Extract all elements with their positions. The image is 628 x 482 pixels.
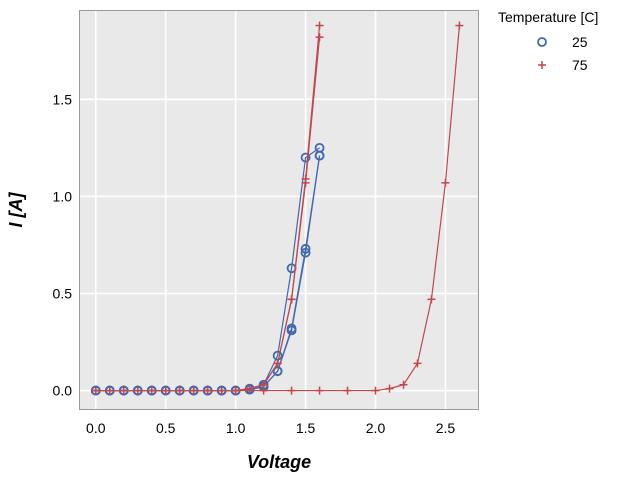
data-point: [300, 152, 311, 163]
data-point: [399, 380, 408, 389]
x-tick-label: 1.5: [296, 420, 316, 436]
y-tick-label: 1.5: [53, 91, 73, 107]
legend-title: Temperature [C]: [498, 9, 598, 25]
x-tick-label: 2.5: [436, 420, 456, 436]
x-axis-title: Voltage: [247, 452, 311, 472]
legend-label: 25: [572, 34, 588, 50]
tick-labels: 0.0 0.5 1.0 1.5 2.0 2.5 0.0 0.5 1.0 1.5: [53, 91, 456, 436]
plot-frame: [79, 10, 479, 410]
x-tick-label: 2.0: [366, 420, 386, 436]
data-point: [413, 359, 422, 368]
data-point: [441, 178, 450, 187]
grid-lines: [79, 10, 479, 410]
data-point: [286, 323, 297, 334]
y-axis-title: I [A]: [6, 192, 26, 228]
data-point: [385, 384, 394, 393]
data-point: [287, 295, 296, 304]
data-point: [314, 150, 325, 161]
series-75: [91, 21, 464, 395]
x-tick-label: 1.0: [226, 420, 246, 436]
data-point: [245, 384, 254, 393]
data-point: [91, 386, 100, 395]
data-point: [231, 386, 240, 395]
legend-entry-25: 25: [537, 34, 588, 50]
data-point: [300, 243, 311, 254]
x-tick-label: 0.0: [86, 420, 106, 436]
data-point: [343, 386, 352, 395]
data-series: [90, 21, 464, 396]
data-point: [315, 386, 324, 395]
data-point: [315, 21, 324, 30]
data-point: [147, 386, 156, 395]
legend-entry-75: 75: [538, 57, 588, 73]
data-point: [427, 295, 436, 304]
data-point: [119, 386, 128, 395]
y-tick-label: 1.0: [53, 188, 73, 204]
x-tick-label: 0.5: [156, 420, 176, 436]
data-point: [203, 386, 212, 395]
legend-marker: [538, 61, 546, 69]
y-tick-label: 0.5: [53, 285, 73, 301]
data-point: [175, 386, 184, 395]
data-point: [287, 386, 296, 395]
legend-marker: [537, 37, 547, 47]
data-point: [273, 359, 282, 368]
data-point: [301, 174, 310, 183]
data-point: [455, 21, 464, 30]
data-point: [315, 33, 324, 42]
data-point: [259, 386, 268, 395]
data-point: [371, 386, 380, 395]
y-tick-label: 0.0: [53, 383, 73, 399]
legend-label: 75: [572, 57, 588, 73]
